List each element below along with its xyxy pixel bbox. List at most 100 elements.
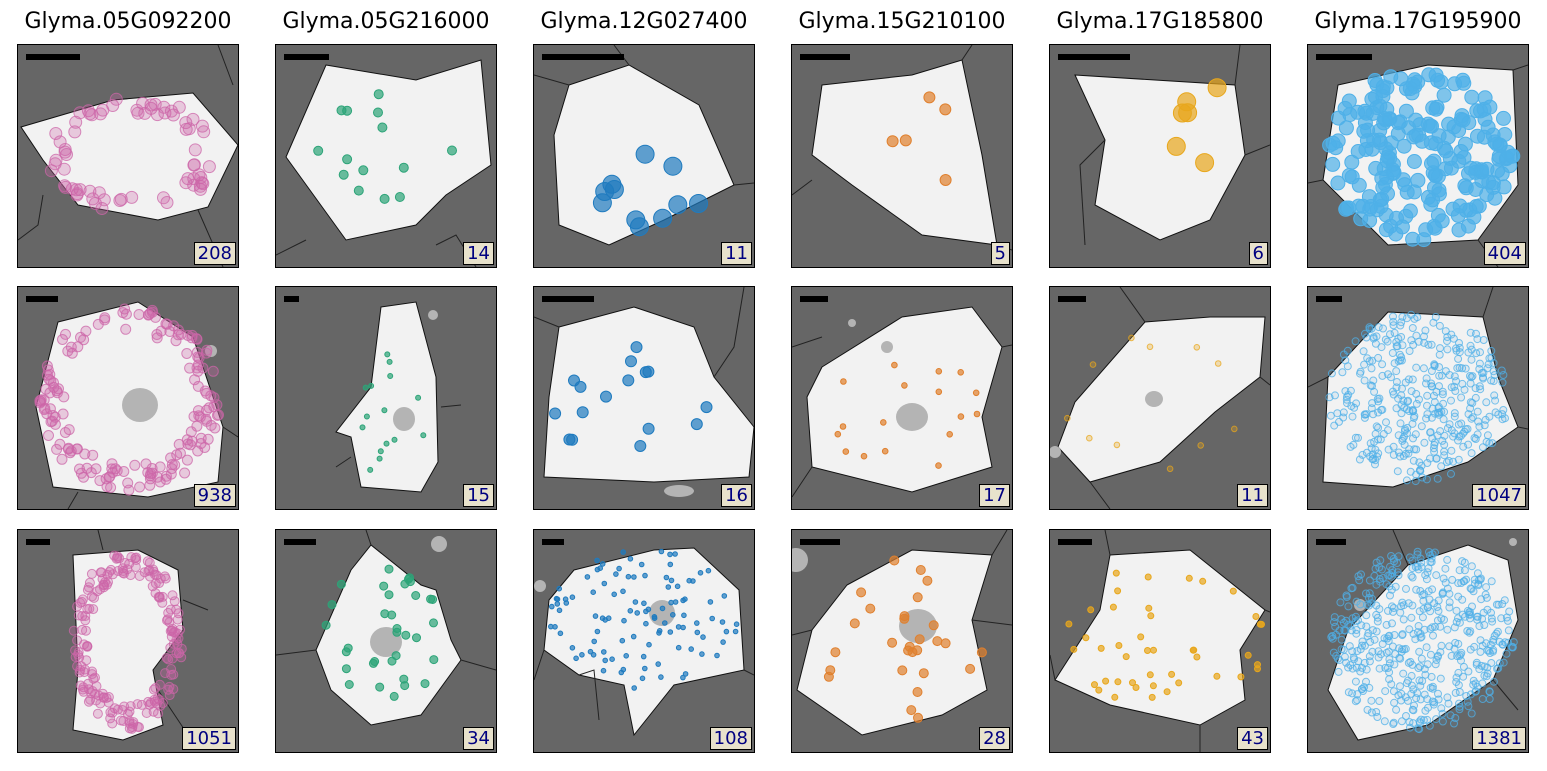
transcript-spot bbox=[123, 484, 135, 496]
transcript-spot bbox=[87, 686, 98, 696]
transcript-spot bbox=[1454, 108, 1470, 124]
transcript-spot bbox=[1407, 571, 1416, 580]
transcript-spot bbox=[627, 608, 634, 614]
transcript-spot bbox=[642, 572, 648, 579]
transcript-spot bbox=[1450, 409, 1459, 418]
transcript-spot bbox=[1372, 708, 1381, 716]
transcript-spot bbox=[1457, 656, 1465, 665]
transcript-spot bbox=[1115, 642, 1123, 649]
scale-bar bbox=[284, 539, 316, 545]
transcript-spot bbox=[1330, 618, 1338, 627]
transcript-spot bbox=[321, 620, 331, 630]
transcript-spot bbox=[336, 579, 346, 589]
transcript-spot bbox=[213, 409, 224, 421]
transcript-spot bbox=[81, 625, 91, 636]
transcript-spot bbox=[1356, 600, 1365, 609]
transcript-spot bbox=[1452, 344, 1460, 353]
transcript-spot bbox=[115, 715, 126, 726]
transcript-spot bbox=[1438, 371, 1446, 380]
transcript-spot bbox=[57, 334, 68, 345]
transcript-spot bbox=[391, 436, 398, 443]
transcript-spot bbox=[184, 439, 196, 451]
transcript-spot bbox=[155, 573, 166, 584]
count-badge: 1381 bbox=[1472, 727, 1526, 750]
cell-panel: 28 bbox=[791, 529, 1013, 753]
transcript-spot bbox=[373, 107, 383, 118]
transcript-spot bbox=[1466, 608, 1474, 616]
transcript-spot bbox=[133, 309, 145, 320]
transcript-spot bbox=[1114, 587, 1122, 595]
transcript-spot bbox=[144, 470, 156, 482]
cell-panel: 208 bbox=[17, 44, 239, 268]
transcript-spot bbox=[1408, 112, 1424, 128]
transcript-spot bbox=[43, 430, 54, 441]
transcript-spot bbox=[631, 574, 637, 580]
transcript-spot bbox=[721, 593, 728, 599]
transcript-spot bbox=[1372, 558, 1381, 567]
transcript-spot bbox=[830, 647, 841, 658]
transcript-spot bbox=[1390, 631, 1399, 639]
transcript-spot bbox=[865, 603, 876, 614]
transcript-spot bbox=[1397, 333, 1406, 341]
transcript-spot bbox=[599, 561, 606, 567]
transcript-spot bbox=[1445, 603, 1454, 612]
transcript-spot bbox=[601, 649, 607, 655]
transcript-spot bbox=[173, 633, 184, 644]
transcript-spot bbox=[78, 334, 90, 346]
transcript-spot bbox=[1426, 428, 1435, 437]
transcript-spot bbox=[1460, 566, 1469, 575]
transcript-spot bbox=[1454, 579, 1463, 588]
transcript-spot bbox=[658, 674, 664, 680]
transcript-spot bbox=[849, 618, 860, 629]
transcript-spot bbox=[1357, 685, 1366, 694]
transcript-spot bbox=[1496, 179, 1512, 195]
transcript-spot bbox=[912, 687, 923, 697]
scale-bar bbox=[1058, 296, 1086, 302]
transcript-spot bbox=[1149, 682, 1157, 690]
transcript-spot bbox=[1454, 592, 1463, 601]
transcript-spot bbox=[1376, 435, 1385, 444]
transcript-spot bbox=[109, 92, 123, 106]
transcript-spot bbox=[1482, 593, 1491, 602]
transcript-spot bbox=[880, 419, 887, 426]
transcript-spot bbox=[1473, 569, 1482, 578]
transcript-spot bbox=[1366, 452, 1375, 461]
transcript-spot bbox=[1436, 87, 1452, 103]
transcript-spot bbox=[80, 325, 92, 337]
transcript-spot bbox=[707, 599, 714, 605]
transcript-spot bbox=[1339, 413, 1348, 422]
transcript-spot bbox=[181, 454, 193, 466]
transcript-spot bbox=[1411, 430, 1420, 439]
transcript-spot bbox=[1470, 642, 1479, 651]
transcript-spot bbox=[889, 555, 900, 566]
transcript-spot bbox=[1420, 438, 1429, 447]
transcript-spot bbox=[1378, 640, 1387, 648]
transcript-spot bbox=[107, 569, 118, 580]
transcript-spot bbox=[1483, 364, 1492, 373]
transcript-spot bbox=[1375, 697, 1384, 705]
transcript-spot bbox=[1354, 433, 1362, 442]
cell-image bbox=[276, 530, 496, 726]
transcript-spot bbox=[1362, 622, 1371, 631]
transcript-spot bbox=[860, 452, 868, 460]
transcript-spot bbox=[181, 172, 195, 186]
transcript-spot bbox=[1407, 72, 1423, 88]
cell-panel: 5 bbox=[791, 44, 1013, 268]
transcript-spot bbox=[700, 634, 706, 640]
transcript-spot bbox=[1380, 717, 1389, 726]
transcript-spot bbox=[668, 195, 688, 215]
transcript-spot bbox=[1351, 337, 1360, 346]
transcript-spot bbox=[1431, 409, 1440, 418]
transcript-spot bbox=[1421, 571, 1430, 580]
transcript-spot bbox=[623, 653, 629, 659]
transcript-spot bbox=[1408, 601, 1417, 610]
transcript-spot bbox=[1405, 347, 1414, 355]
transcript-spot bbox=[1445, 420, 1454, 429]
transcript-spot bbox=[420, 679, 430, 689]
transcript-spot bbox=[1497, 614, 1506, 623]
transcript-spot bbox=[1422, 414, 1431, 423]
transcript-spot bbox=[1455, 432, 1464, 441]
column-title-6: Glyma.17G195900 bbox=[1314, 9, 1522, 34]
transcript-spot bbox=[1374, 653, 1383, 662]
transcript-spot bbox=[379, 581, 389, 591]
